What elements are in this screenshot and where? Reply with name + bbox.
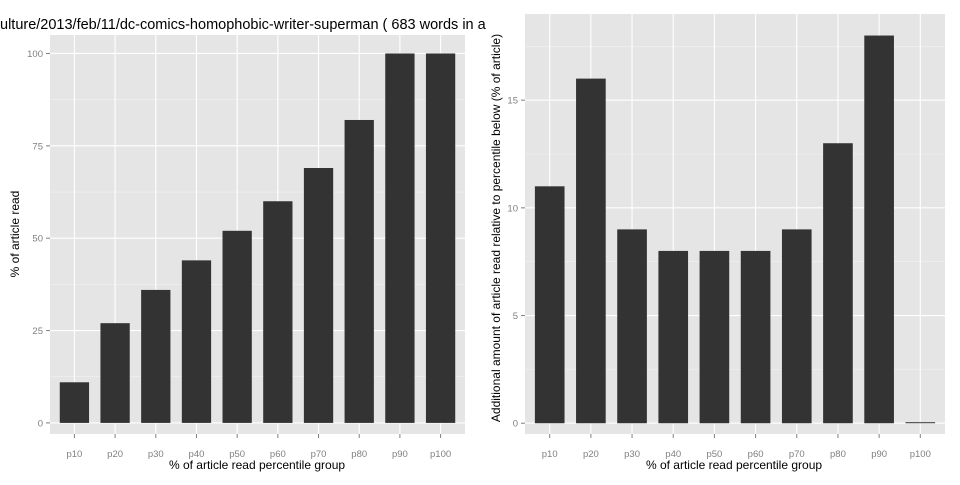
- left-bar-p40: [181, 260, 212, 423]
- x-tick-label: p90: [392, 449, 408, 460]
- left-bar-p50: [222, 230, 252, 423]
- right-x-axis-title: % of article read percentile group: [646, 458, 822, 472]
- y-tick-label: 75: [32, 141, 43, 152]
- y-tick-label: 5: [513, 311, 518, 322]
- x-tick-label: p60: [748, 449, 764, 460]
- x-tick-label: p40: [665, 449, 681, 460]
- left-bar-p70: [303, 168, 334, 423]
- right-bar-p100: [905, 422, 936, 424]
- left-bar-p10: [59, 382, 90, 423]
- x-tick-label: p10: [66, 449, 82, 460]
- x-tick-label: p20: [107, 449, 123, 460]
- y-tick-label: 0: [38, 418, 43, 429]
- right-bar-p40: [658, 250, 689, 424]
- left-bar-p30: [141, 289, 171, 423]
- x-tick-label: p30: [624, 449, 640, 460]
- left-bar-p60: [263, 201, 293, 423]
- right-bars: [534, 35, 936, 424]
- right-x-ticks: p10 p20 p30 p40 p50 p60 p70 p80 p90 p100: [542, 434, 931, 460]
- left-bars: [59, 53, 456, 423]
- left-bar-p90: [385, 53, 415, 423]
- left-bar-p100: [425, 53, 456, 423]
- right-bar-p90: [864, 35, 894, 424]
- y-tick-label: 25: [32, 326, 43, 337]
- x-tick-label: p100: [430, 449, 451, 460]
- y-tick-label: 100: [27, 49, 43, 60]
- x-tick-label: p90: [871, 449, 887, 460]
- x-tick-label: p100: [910, 449, 931, 460]
- y-tick-label: 15: [507, 96, 518, 107]
- right-bar-p80: [823, 143, 853, 424]
- x-tick-label: p80: [830, 449, 846, 460]
- y-tick-label: 0: [513, 419, 518, 430]
- x-tick-label: p50: [229, 449, 245, 460]
- left-x-axis-title: % of article read percentile group: [169, 458, 345, 472]
- x-tick-label: p70: [311, 449, 327, 460]
- y-tick-label: 10: [507, 203, 518, 214]
- left-bar-p20: [100, 323, 130, 423]
- right-bar-p60: [740, 250, 771, 424]
- x-tick-label: p40: [189, 449, 205, 460]
- right-bar-p10: [534, 186, 565, 424]
- right-bar-p50: [699, 250, 730, 424]
- y-tick-label: 50: [32, 234, 43, 245]
- right-y-axis-title: Additional amount of article read relati…: [489, 34, 503, 422]
- x-tick-label: p50: [706, 449, 722, 460]
- left-chart-title: ulture/2013/feb/11/dc-comics-homophobic-…: [0, 17, 487, 33]
- x-tick-label: p10: [542, 449, 558, 460]
- left-y-ticks: 0 25 50 75 100: [27, 49, 50, 429]
- right-bar-p70: [781, 229, 812, 424]
- right-y-ticks: 0 5 10 15: [507, 96, 525, 430]
- x-tick-label: p20: [583, 449, 599, 460]
- left-x-ticks: p10 p20 p30 p40 p50 p60 p70 p80 p90 p100: [66, 434, 451, 460]
- x-tick-label: p70: [789, 449, 805, 460]
- right-bar-p20: [576, 78, 606, 424]
- right-chart: 0 5 10 15 p10 p20 p30 p40 p50 p60 p70 p80 p90 p100 %…: [489, 14, 945, 472]
- left-y-axis-title: % of article read: [8, 191, 22, 278]
- x-tick-label: p80: [351, 449, 367, 460]
- right-bar-p30: [617, 229, 647, 424]
- left-bar-p80: [344, 119, 374, 423]
- x-tick-label: p30: [148, 449, 164, 460]
- x-tick-label: p60: [270, 449, 286, 460]
